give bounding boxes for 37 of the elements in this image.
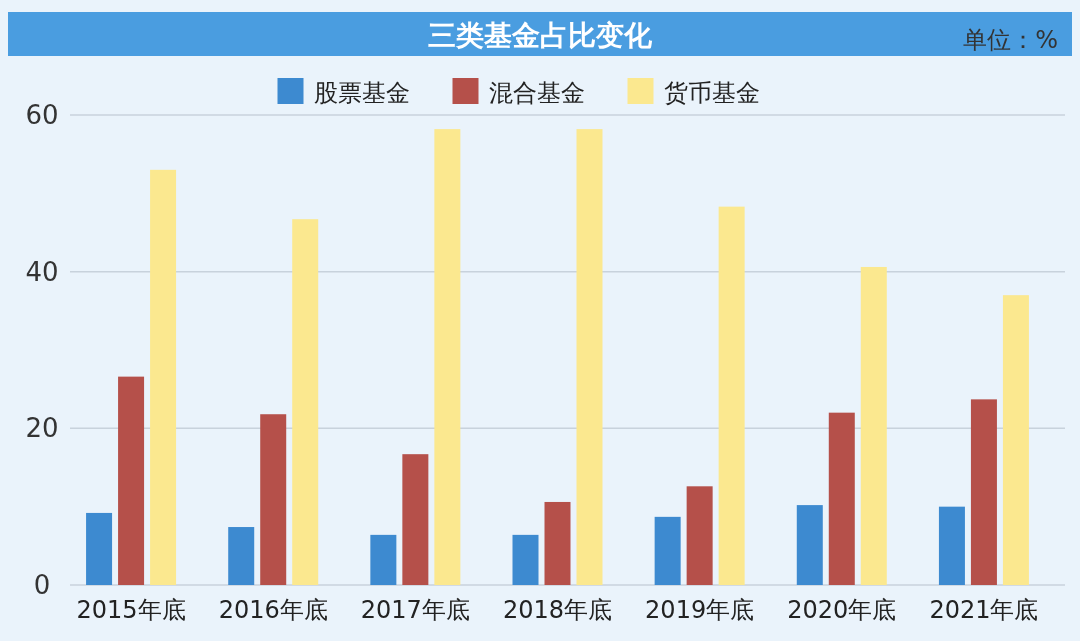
bar (434, 129, 461, 585)
bar (860, 266, 887, 585)
x-tick-label: 2017年底 (360, 596, 470, 624)
y-tick-label: 20 (25, 413, 59, 444)
bar (512, 534, 539, 585)
y-tick-label: 0 (33, 570, 51, 600)
y-tick-label: 60 (25, 100, 59, 130)
bar (938, 506, 965, 585)
bar (260, 414, 287, 585)
bar (718, 206, 745, 585)
bar (654, 516, 681, 585)
x-tick-label: 2015年底 (76, 596, 186, 624)
bar (796, 505, 823, 585)
bar (118, 376, 145, 585)
chart-subtitle: 单位：% (963, 26, 1058, 54)
bar (544, 501, 571, 585)
bar (86, 512, 113, 585)
bar (576, 129, 603, 585)
legend-label: 混合基金 (488, 79, 585, 107)
x-tick-label: 2020年底 (787, 596, 897, 624)
chart-title: 三类基金占比变化 (428, 19, 653, 52)
bar (228, 527, 255, 585)
bar (686, 486, 713, 585)
x-tick-label: 2019年底 (645, 596, 755, 624)
x-tick-label: 2016年底 (218, 596, 328, 624)
x-tick-label: 2018年底 (502, 596, 613, 624)
legend-label: 货币基金 (663, 79, 760, 107)
bar (402, 454, 429, 585)
legend-label: 股票基金 (313, 79, 410, 107)
y-tick-label: 40 (25, 256, 59, 287)
bar (150, 169, 177, 585)
bar (970, 399, 997, 585)
bar (370, 534, 397, 585)
bar (1002, 295, 1029, 585)
bar (292, 219, 319, 585)
bar (828, 412, 855, 585)
x-tick-label: 2021年底 (929, 596, 1039, 624)
